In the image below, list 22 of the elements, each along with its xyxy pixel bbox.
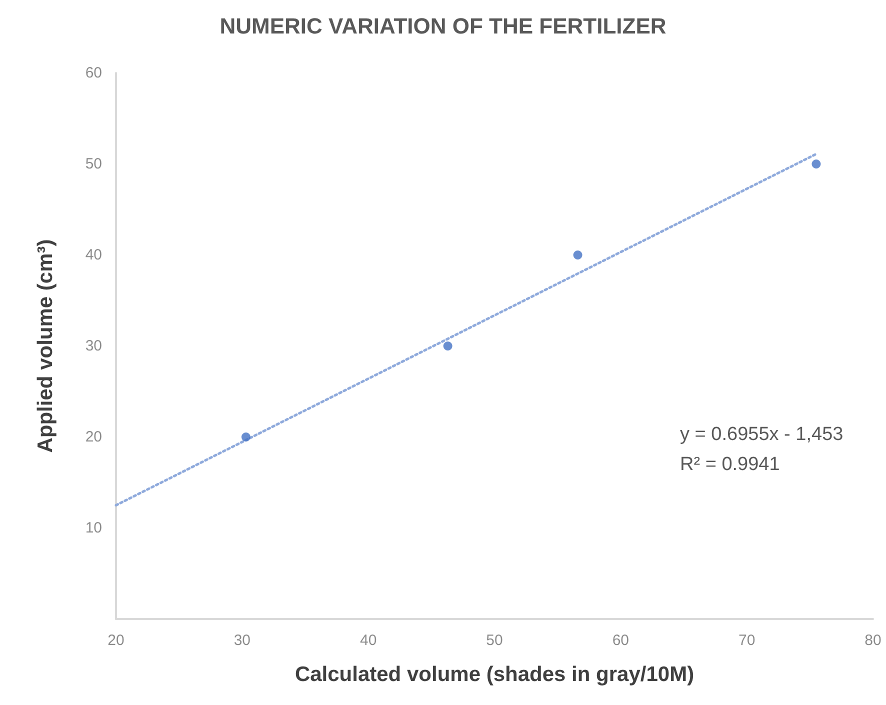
x-tick-label: 40: [360, 632, 377, 649]
annotation: y = 0.6955x - 1,453: [680, 424, 844, 445]
x-tick-label: 50: [486, 632, 503, 649]
x-tick-label: 70: [738, 632, 756, 649]
x-tick-label: 80: [864, 632, 882, 649]
y-tick-label: 50: [85, 156, 102, 172]
x-tick-label: 60: [612, 632, 630, 649]
point: [573, 250, 582, 260]
y-tick-label: 40: [85, 246, 102, 264]
y-tick-label: 60: [85, 64, 102, 82]
point: [443, 342, 452, 350]
x-tick-label: 20: [108, 632, 124, 649]
x-tick-label: 30: [234, 632, 251, 649]
point: [812, 160, 821, 168]
point: [241, 432, 250, 442]
x-axis-title: Calculated volume (shades in gray/10M): [294, 663, 694, 686]
chart-title: NUMERIC VARIATION OF THE FERTILIZER: [220, 14, 666, 38]
y-axis-title: Applied volume (cm³): [34, 239, 57, 453]
y-tick-label: 10: [85, 520, 102, 536]
y-tick-label: 30: [85, 338, 102, 354]
annotation: R² = 0.9941: [680, 454, 780, 475]
y-tick-label: 20: [85, 428, 102, 446]
